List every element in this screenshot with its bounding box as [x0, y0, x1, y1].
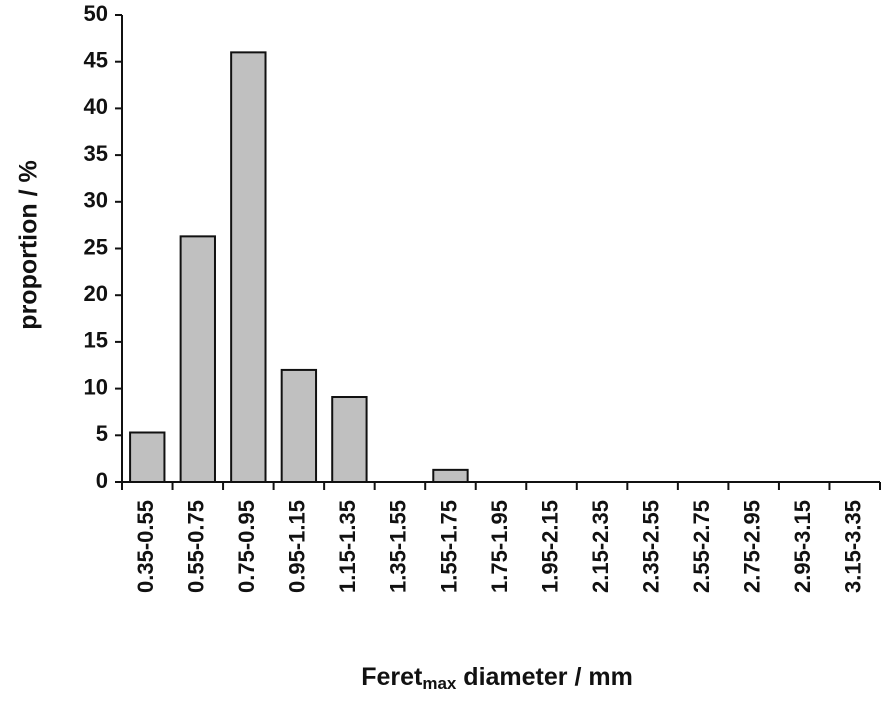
x-axis-label-sub: max: [422, 674, 457, 693]
x-axis-label-main: Feret: [361, 663, 423, 691]
y-tick-label: 30: [84, 188, 108, 213]
y-tick-label: 35: [84, 141, 108, 166]
y-tick-label: 0: [96, 468, 108, 493]
x-tick-label: 1.15-1.35: [335, 500, 360, 593]
y-tick-label: 20: [84, 281, 108, 306]
bar: [179, 235, 216, 483]
x-tick-label: 0.75-0.95: [234, 500, 259, 593]
y-tick-label: 5: [96, 421, 108, 446]
y-tick-label: 10: [84, 374, 108, 399]
x-tick-label: 1.95-2.15: [537, 500, 562, 593]
bar: [331, 396, 368, 484]
x-tick-label: 1.35-1.55: [386, 500, 411, 593]
x-tick-label: 2.15-2.35: [588, 500, 613, 593]
y-axis-label: proportion / %: [15, 160, 43, 329]
bar: [129, 431, 166, 483]
x-tick-label: 0.35-0.55: [133, 500, 158, 593]
bar: [280, 368, 318, 484]
x-tick-label: 2.55-2.75: [689, 500, 714, 593]
y-tick-label: 15: [84, 328, 108, 353]
x-tick-label: 1.55-1.75: [436, 500, 461, 593]
y-tick-label: 25: [84, 234, 108, 259]
x-tick-label: 2.75-2.95: [739, 500, 764, 593]
x-axis-label: Feretmax diameter / mm: [361, 663, 633, 694]
y-tick-label: 50: [84, 1, 108, 26]
x-tick-label: 0.95-1.15: [285, 500, 310, 593]
x-tick-label: 3.15-3.35: [841, 500, 866, 593]
x-tick-label: 0.55-0.75: [184, 500, 209, 593]
y-tick-label: 45: [84, 48, 108, 73]
x-tick-label: 2.95-3.15: [790, 500, 815, 593]
bar: [230, 51, 267, 484]
x-tick-label: 2.35-2.55: [638, 500, 663, 593]
y-tick-label: 40: [84, 94, 108, 119]
x-tick-label: 1.75-1.95: [487, 500, 512, 593]
bar: [432, 468, 469, 484]
x-axis-label-rest: diameter / mm: [456, 663, 632, 691]
